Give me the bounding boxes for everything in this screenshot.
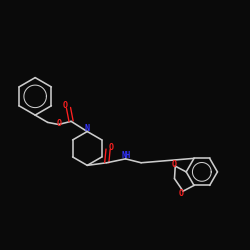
Text: O: O (171, 160, 176, 168)
Text: O: O (63, 101, 68, 110)
Text: NH: NH (122, 151, 131, 160)
Text: O: O (109, 144, 114, 152)
Text: O: O (56, 120, 61, 128)
Text: N: N (85, 124, 90, 132)
Text: O: O (179, 189, 184, 198)
